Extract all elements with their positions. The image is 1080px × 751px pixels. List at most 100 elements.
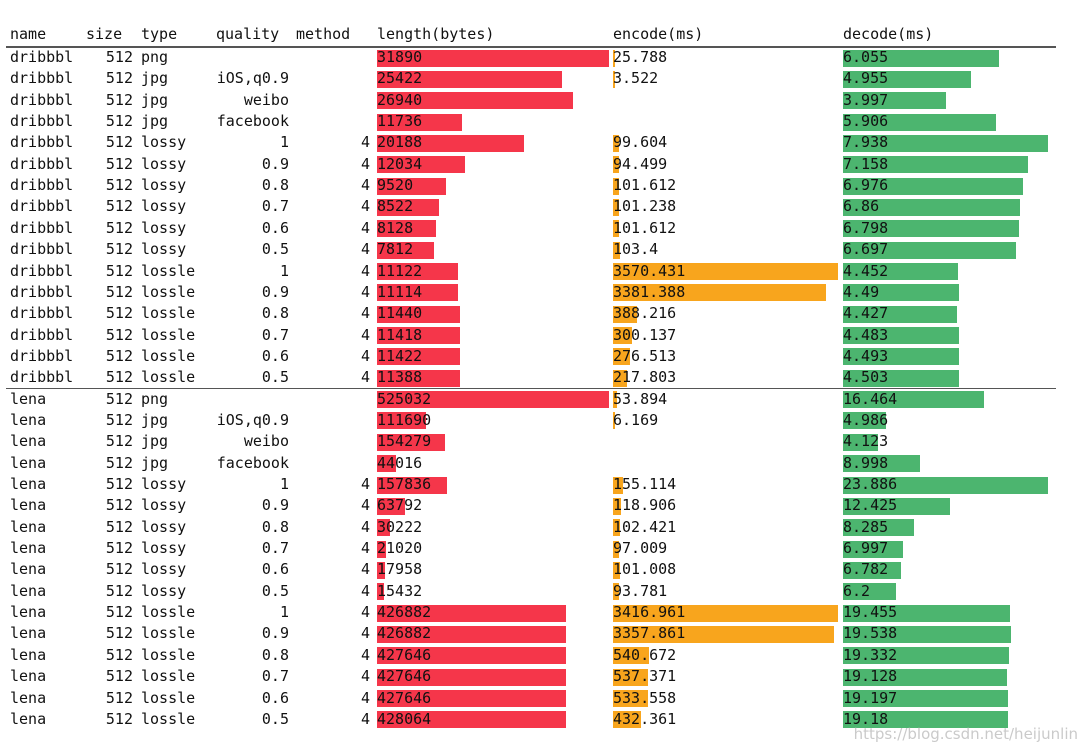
- encode-bar: [613, 348, 631, 366]
- encode-bar: [613, 369, 627, 387]
- length-cell: 31890: [377, 48, 423, 66]
- size-cell: 512: [105, 240, 133, 259]
- decode-bar: [843, 113, 996, 131]
- encode-bar: [613, 220, 620, 238]
- decode-cell: 23.886: [843, 475, 898, 493]
- length-cell: 427646: [377, 667, 432, 686]
- type-cell: lossle: [141, 325, 196, 344]
- type-cell: lossy: [141, 176, 187, 195]
- name-cell: lena: [10, 410, 47, 429]
- method-cell: 4: [360, 688, 370, 707]
- method-cell: 4: [360, 667, 370, 686]
- length-bar: [377, 668, 566, 686]
- encode-cell: 103.4: [613, 240, 659, 259]
- type-cell: lossy: [141, 218, 187, 237]
- type-cell: lossle: [141, 667, 196, 686]
- decode-bar: [843, 177, 1024, 195]
- decode-cell: 8.998: [843, 453, 889, 472]
- encode-bar: [613, 604, 838, 622]
- name-cell: lena: [10, 667, 47, 686]
- encode-bar: [613, 412, 615, 430]
- encode-bar: [613, 327, 632, 345]
- decode-bar: [843, 220, 1019, 238]
- quality-cell: 0.8: [261, 176, 289, 195]
- type-cell: lossle: [141, 261, 196, 280]
- quality-cell: 0.8: [261, 645, 289, 664]
- name-cell: lena: [10, 496, 47, 515]
- length-bar: [377, 305, 461, 323]
- encode-cell: [613, 453, 838, 474]
- name-cell: dribbbl: [10, 176, 74, 195]
- decode-bar: [843, 369, 960, 387]
- encode-bar: [613, 241, 620, 259]
- length-cell: 154279: [377, 432, 432, 451]
- encode-cell: 6.169: [613, 410, 659, 429]
- method-cell: 4: [360, 346, 370, 365]
- length-bar: [377, 263, 458, 280]
- length-bar: [377, 455, 397, 473]
- size-cell: 512: [105, 475, 133, 493]
- decode-cell: 6.055: [843, 48, 889, 66]
- size-cell: 512: [105, 389, 133, 408]
- encode-bar: [613, 540, 620, 558]
- quality-cell: 0.7: [261, 197, 289, 216]
- length-bar: [377, 690, 566, 707]
- method-cell: 4: [360, 539, 370, 558]
- method-cell: [296, 410, 370, 431]
- decode-bar: [843, 561, 902, 579]
- decode-bar: [843, 348, 960, 366]
- length-cell: 427646: [377, 688, 432, 707]
- decode-cell: 19.18: [843, 709, 889, 728]
- decode-bar: [843, 92, 947, 110]
- size-cell: 512: [105, 560, 133, 579]
- quality-cell: weibo: [243, 90, 289, 109]
- method-cell: [296, 68, 370, 89]
- decode-bar: [843, 70, 971, 88]
- length-bar: [377, 625, 566, 643]
- length-bar: [377, 49, 609, 67]
- name-cell: dribbbl: [10, 154, 74, 173]
- type-cell: lossy: [141, 560, 187, 579]
- quality-cell: 0.9: [261, 282, 289, 301]
- length-cell: 26940: [377, 90, 423, 109]
- size-cell: 512: [105, 539, 133, 558]
- size-cell: 512: [105, 133, 133, 152]
- length-bar: [377, 113, 463, 131]
- name-cell: dribbbl: [10, 90, 74, 109]
- size-cell: 512: [105, 176, 133, 195]
- quality-cell: [200, 47, 289, 68]
- type-cell: jpg: [141, 69, 169, 88]
- quality-cell: 0.6: [261, 218, 289, 237]
- decode-cell: 4.503: [843, 368, 889, 387]
- decode-cell: 6.86: [843, 197, 880, 216]
- encode-bar: [613, 156, 619, 174]
- quality-cell: 1: [279, 603, 289, 622]
- column-header-method: method: [296, 25, 351, 43]
- encode-cell: 3416.961: [613, 603, 686, 622]
- size-cell: 512: [105, 90, 133, 109]
- decode-bar: [843, 455, 921, 473]
- method-cell: [296, 453, 370, 474]
- decode-cell: 19.332: [843, 645, 898, 664]
- quality-cell: 0.7: [261, 539, 289, 558]
- decode-cell: 8.285: [843, 517, 889, 536]
- decode-cell: 19.538: [843, 624, 898, 643]
- encode-bar: [613, 284, 827, 302]
- decode-bar: [843, 690, 1008, 707]
- quality-cell: 0.5: [261, 368, 289, 387]
- name-cell: lena: [10, 581, 47, 600]
- encode-bar: [613, 177, 620, 195]
- decode-cell: 19.128: [843, 667, 898, 686]
- encode-cell: 540.672: [613, 645, 677, 664]
- size-cell: 512: [105, 624, 133, 643]
- quality-cell: 0.5: [261, 240, 289, 259]
- quality-cell: iOS,q0.9: [216, 69, 289, 88]
- method-cell: 4: [360, 133, 370, 152]
- quality-cell: facebook: [216, 112, 289, 131]
- length-bar: [377, 540, 387, 558]
- type-cell: lossy: [141, 496, 187, 515]
- decode-bar: [843, 519, 915, 537]
- decode-bar: [843, 391, 985, 409]
- encode-bar: [613, 263, 838, 280]
- encode-cell: 102.421: [613, 517, 677, 536]
